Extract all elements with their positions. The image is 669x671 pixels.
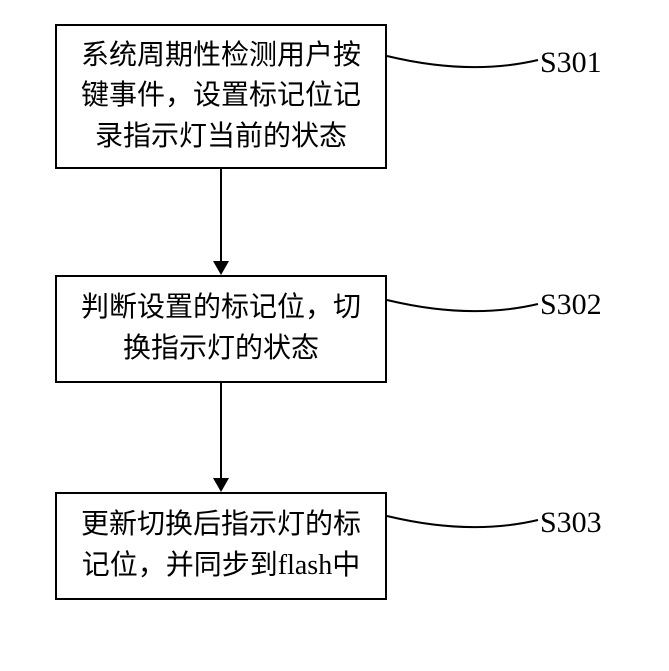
step-text-s301: 系统周期性检测用户按 键事件，设置标记位记 录指示灯当前的状态 xyxy=(81,36,361,158)
step-label-s302: S302 xyxy=(540,288,602,322)
arrowhead-1 xyxy=(213,261,229,275)
arrowhead-2 xyxy=(213,478,229,492)
arrow-line-2 xyxy=(220,383,222,478)
step-label-s303: S303 xyxy=(540,506,602,540)
arrow-line-1 xyxy=(220,169,222,261)
step-box-s301: 系统周期性检测用户按 键事件，设置标记位记 录指示灯当前的状态 xyxy=(55,24,387,169)
step-text-s303: 更新切换后指示灯的标 记位，并同步到flash中 xyxy=(81,505,361,586)
step-box-s302: 判断设置的标记位，切 换指示灯的状态 xyxy=(55,275,387,383)
step-box-s303: 更新切换后指示灯的标 记位，并同步到flash中 xyxy=(55,492,387,600)
step-text-s302: 判断设置的标记位，切 换指示灯的状态 xyxy=(81,288,361,369)
flowchart-container: 系统周期性检测用户按 键事件，设置标记位记 录指示灯当前的状态 判断设置的标记位… xyxy=(0,0,669,671)
step-label-s301: S301 xyxy=(540,46,602,80)
